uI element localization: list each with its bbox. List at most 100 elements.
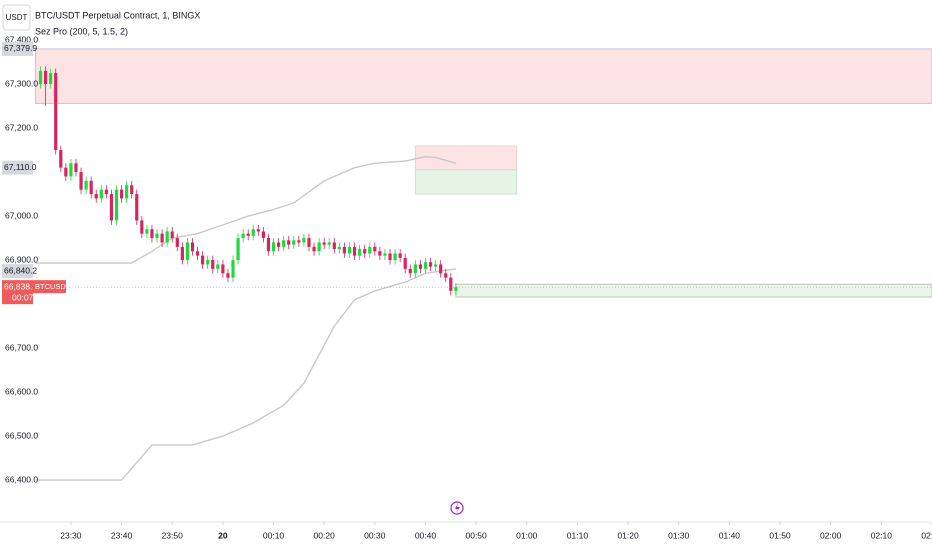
candle-body — [246, 233, 250, 236]
candle-body — [388, 253, 392, 261]
symbol-label: BTCUSDT.P — [35, 282, 77, 291]
candle-body — [337, 246, 341, 250]
candle-body — [403, 257, 407, 269]
y-tick-label: 66,700.0 — [5, 342, 38, 352]
candle-body — [307, 238, 311, 247]
candle-body — [241, 233, 245, 239]
candle-body — [378, 251, 382, 256]
candle-body — [43, 70, 48, 85]
candle-body — [190, 242, 195, 252]
candle-body — [165, 231, 169, 243]
candle-body — [231, 260, 235, 278]
zones — [34, 48, 932, 298]
candle-body — [454, 287, 458, 291]
replay-icon[interactable] — [450, 501, 464, 515]
x-tick-label: 00:50 — [465, 530, 487, 540]
candle-body — [150, 229, 154, 239]
candle-body — [352, 246, 357, 256]
zone — [455, 283, 932, 298]
candle-body — [104, 189, 108, 195]
candle-body — [94, 194, 98, 199]
candle-body — [297, 240, 301, 243]
candle-body — [125, 185, 129, 199]
symbol-box — [33, 280, 66, 294]
axes: 67,400.0 67,300.0 67,200.0 67,000.0 66,900.0… — [0, 34, 932, 540]
currency-box[interactable] — [2, 4, 31, 31]
candle-body — [135, 194, 139, 221]
candle-body — [358, 249, 362, 256]
candle-body — [206, 260, 210, 265]
candle-body — [84, 180, 88, 190]
candle-body — [89, 180, 93, 195]
indicator-legend[interactable]: Sez Pro (200, 5, 1.5, 2) — [35, 26, 128, 36]
price-label-box — [2, 264, 33, 279]
candle-body — [160, 233, 164, 243]
price-label-box — [2, 41, 33, 56]
x-tick-label: 20 — [218, 530, 228, 540]
candle-body — [49, 73, 53, 85]
y-tick-label: 66,600.0 — [5, 386, 38, 396]
currency[interactable]: USDT — [6, 13, 28, 22]
candle-body — [342, 246, 347, 254]
price-label: 67,110.0 — [4, 162, 37, 172]
candle-body — [130, 185, 134, 195]
candle-body — [261, 231, 265, 239]
candle-body — [201, 255, 205, 265]
candle-body — [347, 246, 352, 254]
candle-body — [69, 163, 73, 177]
x-tick-label: 00:30 — [364, 530, 386, 540]
candle-body — [79, 172, 83, 190]
last-price-label: 66,838.4 — [4, 281, 37, 291]
x-tick-label: 02:20 — [921, 530, 932, 540]
candle-body — [444, 273, 448, 278]
x-tick-label: 00:20 — [314, 530, 336, 540]
x-tick-label: 23:30 — [60, 530, 82, 540]
candle-body — [428, 262, 433, 267]
x-tick-label: 00:40 — [415, 530, 437, 540]
candle-body — [439, 264, 443, 274]
y-tick-label: 66,400.0 — [5, 474, 38, 484]
x-tick-label: 01:00 — [516, 530, 538, 540]
candle-body — [327, 242, 331, 245]
candle-body — [449, 277, 453, 291]
candle-body — [216, 264, 220, 269]
last-price-box — [2, 280, 33, 305]
candle-body — [155, 233, 159, 239]
chart-title: BTC/USDT Perpetual Contract, 1, BINGX — [35, 10, 200, 20]
x-tick-label: 01:10 — [567, 530, 589, 540]
candle-body — [175, 238, 179, 247]
candle-body — [373, 246, 377, 252]
candle-body — [195, 251, 200, 256]
candle-body — [302, 238, 306, 243]
x-tick-label: 02:00 — [820, 530, 842, 540]
x-tick-label: 23:50 — [162, 530, 184, 540]
candle-body — [393, 253, 397, 261]
candle-body — [170, 231, 174, 239]
y-tick-label: 67,200.0 — [5, 122, 38, 132]
candle-body — [180, 246, 184, 261]
x-tick-label: 01:20 — [617, 530, 639, 540]
x-tick-label: 00:10 — [263, 530, 285, 540]
x-tick-label: 01:30 — [668, 530, 690, 540]
candle-body — [312, 246, 316, 252]
candle-body — [119, 189, 124, 199]
candle-body — [54, 73, 58, 151]
zone — [34, 48, 932, 104]
candle-body — [185, 242, 190, 261]
candle-body — [434, 264, 438, 267]
x-tick-label: 01:40 — [719, 530, 741, 540]
candle-body — [322, 242, 326, 245]
x-tick-label: 23:40 — [111, 530, 133, 540]
candle-body — [145, 229, 149, 234]
candle-body — [226, 273, 230, 278]
indicator-line — [35, 268, 457, 481]
y-tick-label: 67,000.0 — [5, 210, 38, 220]
candle-body — [114, 189, 119, 221]
candle-body — [64, 167, 68, 177]
y-tick-label: 66,900.0 — [5, 254, 38, 264]
x-tick-label: 02:10 — [871, 530, 893, 540]
candle-body — [276, 242, 281, 247]
candle-body — [99, 189, 103, 199]
